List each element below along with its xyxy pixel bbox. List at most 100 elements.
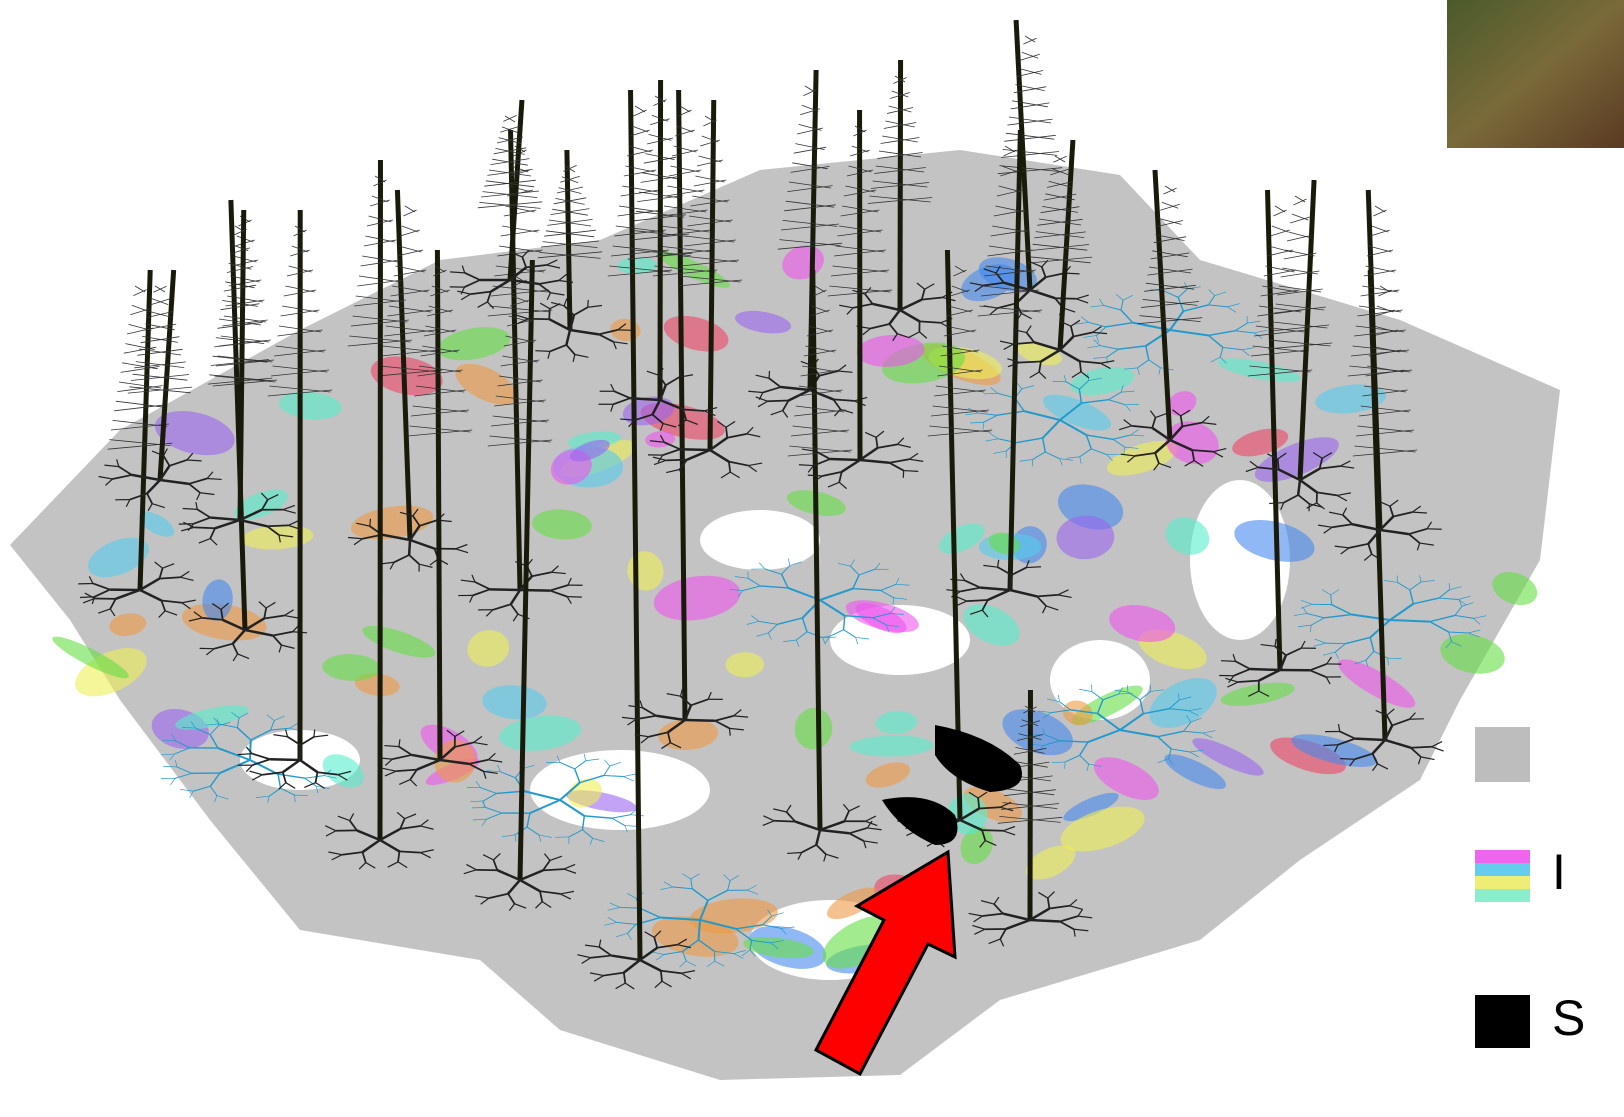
- root: [188, 483, 201, 494]
- branch: [110, 423, 170, 431]
- root: [220, 609, 224, 621]
- root: [662, 422, 677, 428]
- branch: [360, 259, 400, 267]
- branch: [1347, 369, 1413, 377]
- root: [855, 637, 859, 645]
- root: [1169, 329, 1209, 337]
- root: [639, 700, 644, 708]
- branch: [140, 336, 180, 344]
- root: [897, 443, 911, 448]
- branch: [553, 197, 587, 205]
- branch: [547, 219, 593, 226]
- root: [813, 458, 831, 467]
- branch: [1359, 409, 1411, 417]
- root: [416, 758, 441, 771]
- root: [217, 747, 251, 761]
- patch: [532, 509, 592, 540]
- branch: [1018, 68, 1042, 75]
- root: [1383, 724, 1394, 741]
- branch: [1147, 268, 1193, 276]
- root: [865, 815, 877, 822]
- root: [565, 344, 576, 356]
- patch: [1149, 677, 1217, 728]
- root: [842, 615, 846, 630]
- root: [885, 624, 890, 632]
- root: [1070, 319, 1081, 327]
- root: [686, 448, 711, 461]
- root: [1232, 653, 1237, 662]
- root: [684, 718, 715, 722]
- root: [1183, 730, 1203, 734]
- root: [278, 782, 287, 790]
- root: [1384, 580, 1398, 583]
- root: [280, 787, 295, 796]
- root: [574, 768, 581, 783]
- branch: [1020, 720, 1040, 728]
- root: [314, 772, 319, 783]
- root: [349, 820, 358, 831]
- root: [1299, 467, 1321, 482]
- root: [729, 875, 740, 881]
- root: [237, 753, 253, 756]
- root: [261, 499, 269, 511]
- root: [389, 561, 395, 570]
- root: [231, 629, 246, 645]
- root: [1078, 389, 1083, 404]
- root: [1334, 545, 1350, 549]
- branch: [780, 223, 840, 231]
- trunk: [1297, 179, 1317, 481]
- root: [574, 760, 587, 770]
- branch: [1040, 206, 1080, 214]
- root: [798, 464, 814, 467]
- branch: [487, 439, 553, 447]
- branch: [1037, 218, 1083, 226]
- root: [589, 838, 593, 846]
- branch: [827, 289, 893, 297]
- patch: [658, 718, 719, 751]
- root: [546, 259, 558, 266]
- root: [819, 820, 845, 832]
- root: [125, 499, 131, 507]
- patch: [1164, 754, 1227, 790]
- root: [1296, 479, 1302, 496]
- root: [1079, 456, 1082, 464]
- patch: [482, 685, 547, 720]
- branch: [1015, 84, 1045, 91]
- root: [981, 609, 989, 618]
- root: [1334, 744, 1339, 753]
- root: [559, 799, 585, 817]
- root: [483, 793, 497, 802]
- root: [1091, 691, 1104, 701]
- branch: [883, 122, 917, 129]
- root: [183, 521, 195, 528]
- root: [875, 437, 879, 448]
- branch: [687, 219, 733, 227]
- root: [609, 761, 622, 767]
- branch: [434, 265, 446, 273]
- root: [1241, 349, 1250, 356]
- patch: [278, 391, 342, 420]
- root: [1208, 334, 1224, 348]
- root: [611, 817, 626, 826]
- root: [717, 420, 727, 428]
- root: [822, 636, 837, 639]
- root: [492, 859, 499, 871]
- root: [420, 849, 434, 854]
- root: [482, 854, 494, 861]
- root: [639, 907, 661, 919]
- root: [196, 492, 201, 501]
- root: [837, 563, 851, 567]
- branch: [877, 152, 923, 159]
- branch: [869, 195, 931, 203]
- root: [1207, 295, 1216, 306]
- root: [660, 970, 663, 982]
- root: [733, 709, 742, 717]
- branch: [1005, 788, 1055, 796]
- branch: [1274, 205, 1286, 213]
- branch: [545, 230, 595, 238]
- branch: [937, 369, 983, 377]
- root: [909, 458, 924, 463]
- root: [733, 953, 744, 959]
- root: [464, 279, 481, 288]
- branch: [870, 182, 930, 189]
